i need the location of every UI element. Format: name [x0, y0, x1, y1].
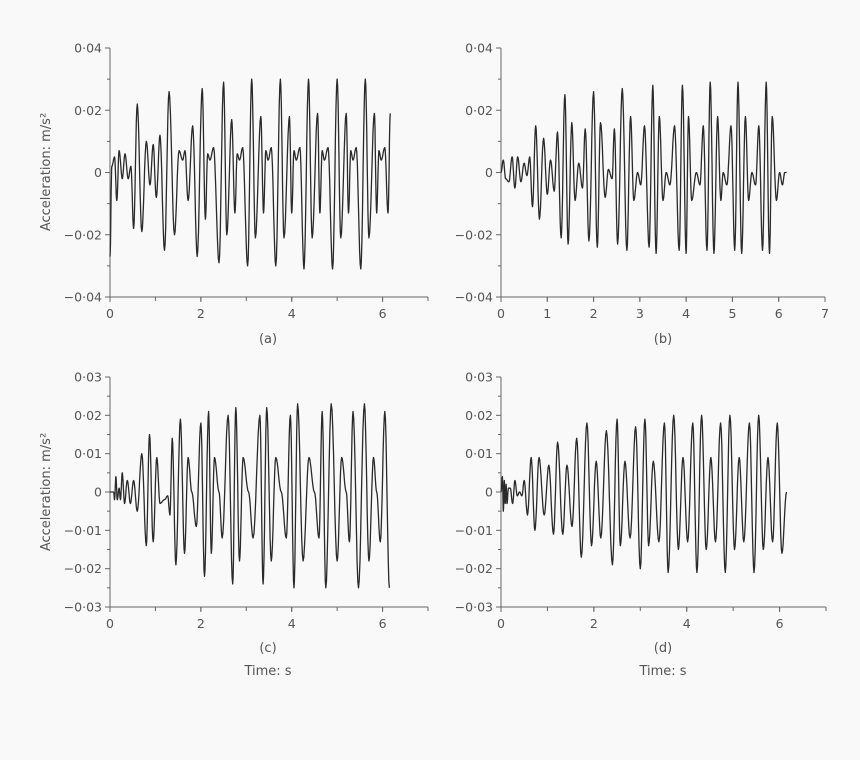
x-tick-label: 7	[821, 306, 829, 321]
y-axis-label-top: Acceleration: m/s²	[39, 113, 54, 231]
y-tick-label: −0·04	[455, 290, 493, 305]
y-tick-label: −0·01	[64, 523, 102, 538]
x-tick-label: 2	[197, 306, 205, 321]
y-tick-label: −0·02	[455, 561, 493, 576]
x-axis-label-c: Time: s	[243, 664, 291, 679]
y-tick-label: 0·02	[465, 408, 493, 423]
y-tick-label: 0	[485, 485, 493, 500]
acceleration-trace	[500, 414, 788, 574]
x-tick-label: 6	[379, 616, 387, 631]
y-tick-label: 0·02	[74, 408, 102, 423]
x-tick-label: 1	[543, 306, 551, 321]
acceleration-trace	[109, 78, 391, 270]
panel-b: 0·04 0·02 0 −0·02 −0·04 0 1 2 3 4 5 6 7	[455, 41, 829, 322]
y-tick-label: −0·03	[64, 600, 102, 615]
caption-d: (d)	[654, 641, 672, 656]
x-tick-label: 4	[683, 616, 691, 631]
x-tick-label: 5	[728, 306, 736, 321]
caption-c: (c)	[259, 641, 276, 656]
y-tick-label: 0·02	[465, 103, 493, 118]
y-tick-label: −0·03	[455, 600, 493, 615]
y-tick-label: 0	[94, 165, 102, 180]
x-tick-label: 0	[106, 616, 114, 631]
y-axis-label-bottom: Acceleration: m/s²	[39, 433, 54, 551]
x-tick-label: 4	[288, 616, 296, 631]
acceleration-trace	[500, 81, 788, 255]
y-tick-label: −0·02	[64, 227, 102, 242]
panel-d: 0·03 0·02 0·01 0 −0·01 −0·02 −0·03 0 2 4 6	[455, 370, 827, 631]
x-tick-label: 3	[636, 306, 644, 321]
y-tick-label: 0·03	[465, 370, 493, 385]
x-tick-label: 6	[775, 306, 783, 321]
y-tick-label: −0·02	[64, 561, 102, 576]
y-tick-label: 0·04	[465, 41, 493, 56]
y-tick-label: −0·02	[455, 227, 493, 242]
x-tick-label: 0	[497, 616, 505, 631]
x-axis-label-d: Time: s	[638, 664, 686, 679]
caption-b: (b)	[654, 332, 672, 347]
x-tick-label: 6	[776, 616, 784, 631]
caption-a: (a)	[259, 332, 277, 347]
y-tick-label: −0·01	[455, 523, 493, 538]
y-tick-label: 0	[94, 485, 102, 500]
x-tick-label: 4	[682, 306, 690, 321]
y-tick-label: 0·03	[74, 370, 102, 385]
x-tick-label: 0	[497, 306, 505, 321]
x-tick-label: 0	[106, 306, 114, 321]
x-tick-label: 2	[590, 306, 598, 321]
x-tick-label: 2	[197, 616, 205, 631]
acceleration-trace	[109, 403, 391, 589]
panel-c: 0·03 0·02 0·01 0 −0·01 −0·02 −0·03 0 2 4 6	[64, 370, 429, 631]
y-tick-label: 0·04	[74, 41, 102, 56]
panel-a: 0·04 0·02 0 −0·02 −0·04 0 2 4 6	[64, 41, 429, 321]
y-tick-label: 0	[485, 165, 493, 180]
x-tick-label: 6	[379, 306, 387, 321]
y-tick-label: 0·02	[74, 103, 102, 118]
x-tick-label: 2	[590, 616, 598, 631]
y-tick-label: 0·01	[74, 446, 102, 461]
y-tick-label: 0·01	[465, 446, 493, 461]
x-tick-label: 4	[288, 306, 296, 321]
y-tick-label: −0·04	[64, 290, 102, 305]
